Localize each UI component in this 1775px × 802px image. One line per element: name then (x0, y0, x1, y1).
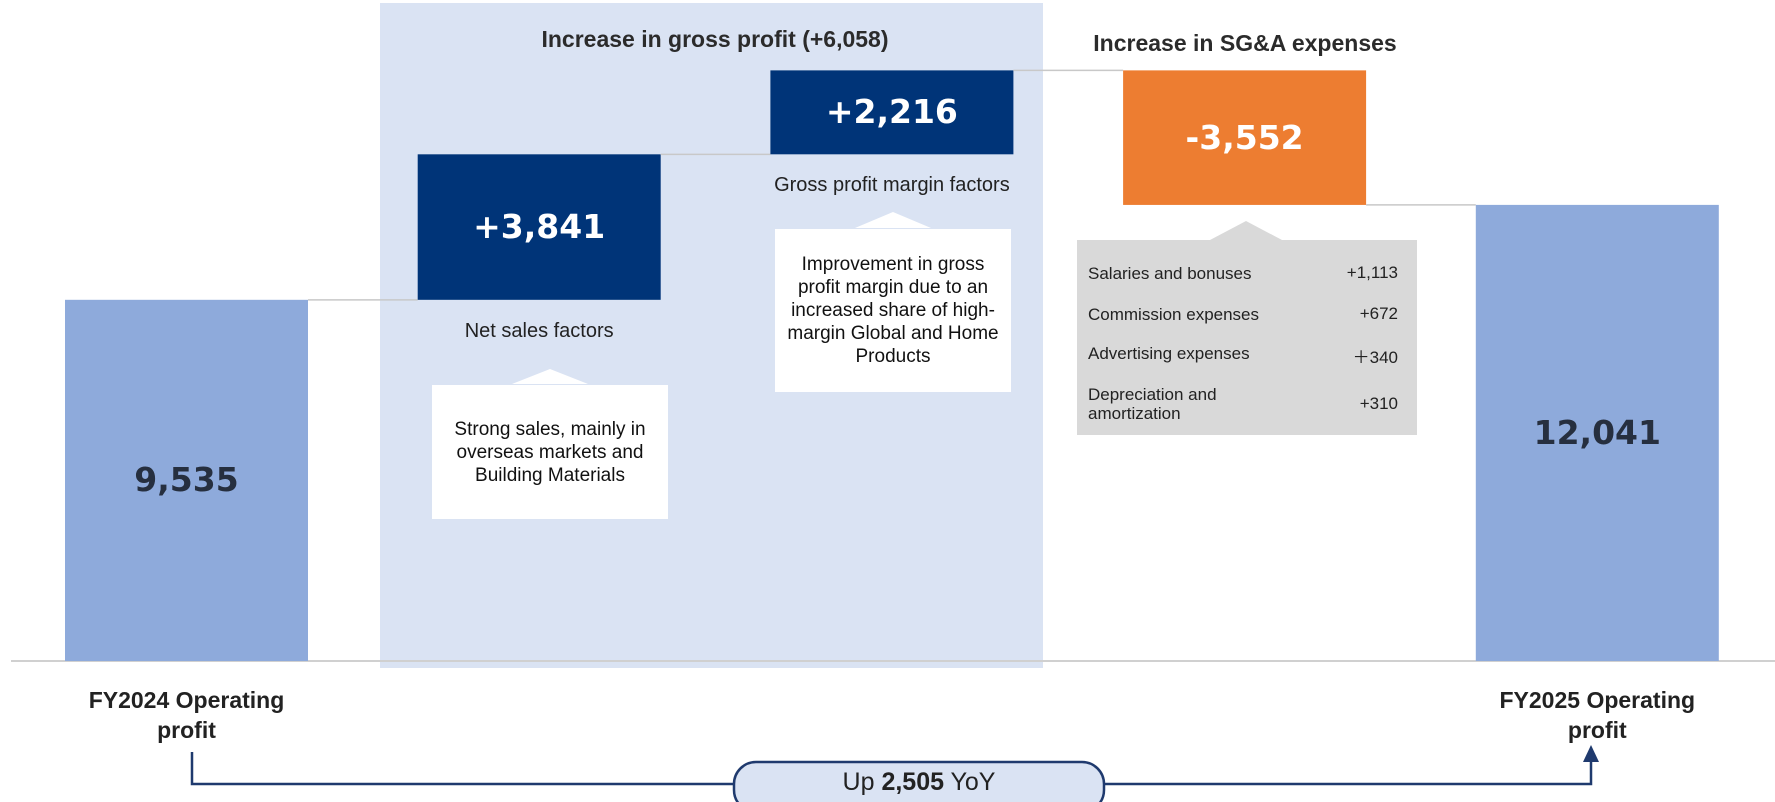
sga-item-name: Commission expenses (1088, 304, 1260, 324)
value-label: +2,216 (825, 92, 958, 132)
sga-item-value: ＋340 (1352, 348, 1398, 367)
margin-note: Improvement in gross profit margin due t… (775, 229, 1011, 392)
value-label: -3,552 (1185, 117, 1304, 157)
bar (65, 299, 308, 661)
category-label: FY2025 Operating profit (1499, 687, 1696, 743)
category-label: Net sales factors (464, 319, 614, 342)
sga-box (1077, 240, 1417, 435)
yoy-pill (732, 760, 1106, 802)
group-title: Increase in gross profit (+6,058) (541, 26, 889, 52)
sga-item-value: +1,113 (1346, 263, 1398, 282)
value-label: +3,841 (473, 207, 606, 247)
category-label: FY2024 Operating profit (88, 687, 285, 743)
note-pointer (855, 212, 931, 228)
note-pointer (512, 369, 588, 384)
sga-item-name: Advertising expenses (1088, 343, 1250, 363)
bar (770, 70, 1014, 155)
yoy-text: Up 2,505 YoY (734, 768, 1104, 797)
yoy-suffix: YoY (950, 768, 996, 796)
value-label: 12,041 (1533, 412, 1661, 452)
net-sales-note: Strong sales, mainly in overseas markets… (432, 385, 668, 519)
bar (417, 154, 661, 300)
bar (1123, 70, 1367, 205)
bar (1475, 204, 1719, 662)
sga-item-name: Salaries and bonuses (1088, 263, 1252, 283)
sga-item-value: +672 (1359, 304, 1398, 323)
yoy-value: 2,505 (881, 768, 944, 796)
note-pointer (1210, 221, 1282, 240)
sga-item-name: Depreciation and amortization (1088, 385, 1217, 423)
sga-title: Increase in SG&A expenses (1093, 30, 1397, 56)
yoy-prefix: Up (842, 768, 875, 796)
category-label: Gross profit margin factors (774, 174, 1010, 197)
value-label: 9,535 (134, 460, 239, 500)
yoy-connector (190, 752, 1593, 786)
sga-item-value: +310 (1359, 394, 1398, 413)
arrow-head (1583, 745, 1599, 762)
